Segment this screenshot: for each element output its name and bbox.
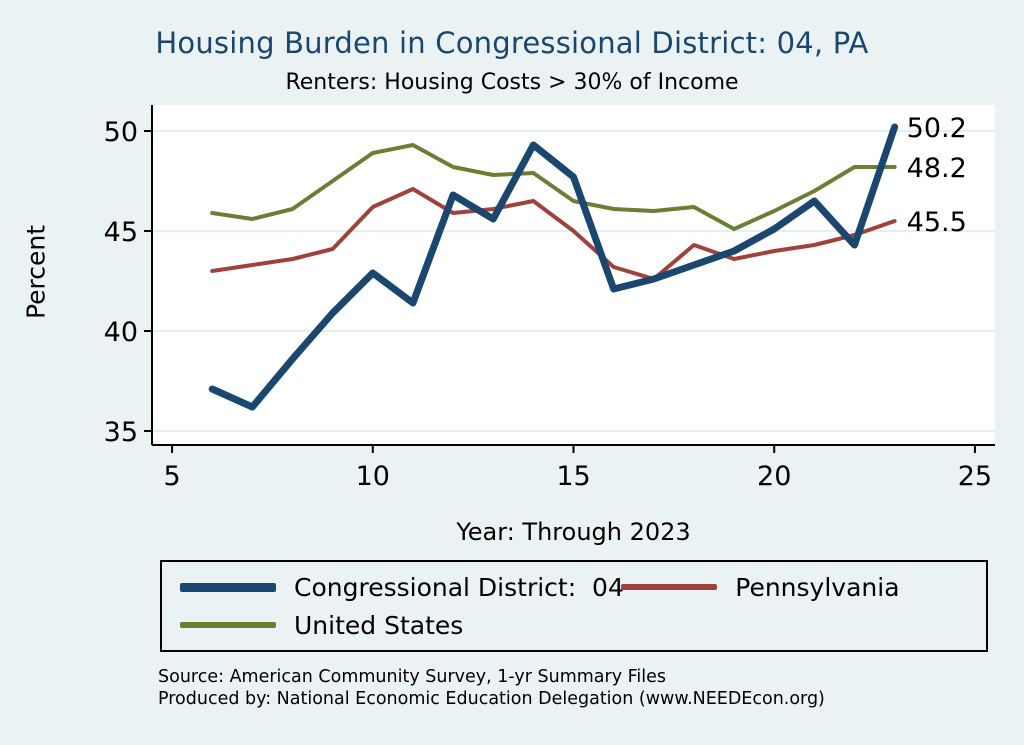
- legend-item-congressional-district: Congressional District: 04: [180, 570, 624, 604]
- legend-swatch-congressional-district: [180, 582, 276, 592]
- legend-swatch-pennsylvania: [621, 584, 718, 590]
- legend-spacer: [621, 608, 968, 642]
- end-label-united-states: 48.2: [907, 153, 967, 184]
- x-tick-label-20: 20: [757, 461, 791, 492]
- y-tick-label-50: 50: [104, 117, 138, 148]
- y-tick-label-45: 45: [104, 217, 138, 248]
- source-note: Source: American Community Survey, 1-yr …: [158, 666, 825, 710]
- legend-item-pennsylvania: Pennsylvania: [621, 570, 968, 604]
- legend-label-pennsylvania: Pennsylvania: [735, 572, 900, 602]
- series-line-united-states: [210, 143, 897, 231]
- series-line-congressional-district-04: [208, 123, 899, 411]
- legend-label-congressional-district: Congressional District: 04: [294, 572, 624, 602]
- legend-swatch-united-states: [180, 622, 276, 628]
- chart-title: Housing Burden in Congressional District…: [155, 26, 869, 60]
- legend: Congressional District: 04 Pennsylvania …: [160, 560, 988, 652]
- legend-item-united-states: United States: [180, 608, 621, 642]
- x-axis-label: Year: Through 2023: [456, 518, 691, 546]
- y-tick-label-40: 40: [104, 317, 138, 348]
- legend-label-united-states: United States: [294, 610, 464, 640]
- x-tick-label-25: 25: [958, 461, 992, 492]
- plot-background: [152, 105, 995, 445]
- end-label-congressional-district-04: 50.2: [907, 113, 967, 144]
- x-tick-label-10: 10: [356, 461, 390, 492]
- chart-subtitle: Renters: Housing Costs > 30% of Income: [285, 70, 739, 95]
- x-tick-label-15: 15: [556, 461, 590, 492]
- y-tick-label-35: 35: [104, 417, 138, 448]
- x-tick-label-5: 5: [163, 461, 180, 492]
- source-line-1: Source: American Community Survey, 1-yr …: [158, 667, 667, 687]
- plot-area: 35 40 45 50 5 10 15 20 25 50.2 45.5 48.2: [104, 105, 995, 492]
- series-line-pennsylvania: [210, 187, 897, 281]
- end-label-pennsylvania: 45.5: [907, 207, 967, 238]
- source-line-2: Produced by: National Economic Education…: [158, 689, 825, 709]
